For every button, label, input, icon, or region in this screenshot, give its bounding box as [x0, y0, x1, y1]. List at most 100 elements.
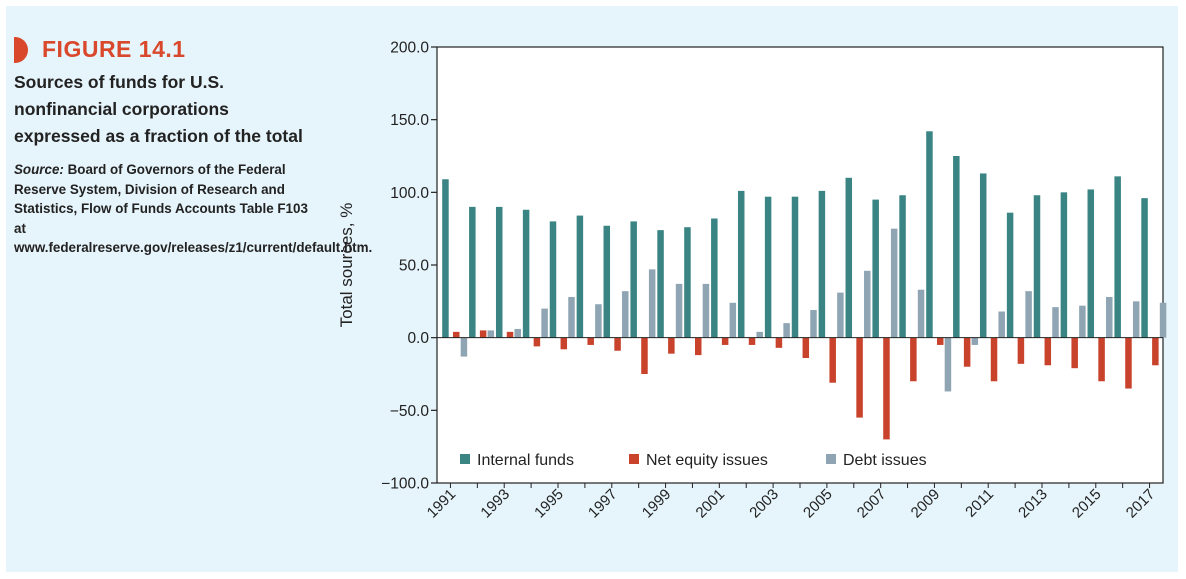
x-tick-label: 2007	[854, 486, 890, 522]
bar-net-equity-issues-1991	[452, 331, 460, 338]
bar-debt-issues-2016	[1132, 301, 1140, 338]
bar-net-equity-issues-2004	[802, 337, 810, 359]
x-tick-label: 2003	[746, 486, 782, 522]
bar-debt-issues-2006	[864, 270, 871, 338]
y-tick-label: −50.0	[390, 403, 430, 420]
legend-label-debt-issues: Debt issues	[843, 452, 927, 469]
bar-debt-issues-1999	[675, 283, 683, 338]
bar-debt-issues-2007	[890, 228, 898, 338]
bar-debt-issues-2002	[756, 331, 763, 338]
x-tick-label: 1997	[585, 486, 621, 522]
bar-net-equity-issues-2000	[694, 337, 702, 356]
bar-debt-issues-2009	[944, 337, 952, 392]
bar-debt-issues-1992	[487, 330, 495, 338]
bar-debt-issues-2017	[1159, 302, 1167, 338]
bar-net-equity-issues-2012	[1017, 337, 1025, 364]
bar-internal-funds-2009	[926, 131, 933, 338]
bar-debt-issues-1995	[568, 296, 575, 338]
bar-internal-funds-2016	[1114, 176, 1121, 338]
bar-net-equity-issues-1997	[614, 337, 621, 351]
bar-internal-funds-2002	[737, 190, 745, 338]
bar-internal-funds-1999	[657, 230, 664, 338]
bar-debt-issues-2014	[1079, 305, 1086, 338]
bar-debt-issues-2003	[783, 323, 790, 338]
x-tick-label: 2013	[1015, 486, 1051, 522]
bar-net-equity-issues-2007	[883, 337, 890, 440]
bar-net-equity-issues-2017	[1152, 337, 1159, 366]
bar-internal-funds-2006	[845, 177, 853, 338]
bar-net-equity-issues-2014	[1071, 337, 1078, 369]
bar-debt-issues-2004	[810, 310, 817, 338]
legend-label-internal-funds: Internal funds	[477, 452, 574, 469]
bar-net-equity-issues-1992	[479, 330, 487, 338]
figure-caption: FIGURE 14.1 Sources of funds for U.S. no…	[14, 36, 372, 258]
bar-internal-funds-2003	[764, 196, 772, 338]
legend-swatch-internal-funds	[460, 454, 470, 464]
bar-net-equity-issues-2006	[856, 337, 863, 418]
bar-debt-issues-2001	[729, 302, 737, 338]
bar-internal-funds-2004	[791, 196, 799, 338]
bar-debt-issues-2000	[702, 283, 710, 338]
bar-debt-issues-2011	[998, 311, 1005, 338]
bar-internal-funds-1998	[630, 221, 637, 338]
bar-debt-issues-1994	[541, 308, 548, 338]
bars-group	[442, 131, 1167, 440]
bar-debt-issues-2005	[837, 292, 844, 338]
bar-debt-issues-1996	[595, 304, 602, 338]
bar-net-equity-issues-2015	[1098, 337, 1105, 382]
bar-internal-funds-1991	[442, 179, 449, 338]
y-tick-label: 0.0	[407, 330, 429, 347]
source-label: Source:	[14, 162, 64, 177]
figure-source: Source: Board of Governors of the Federa…	[14, 160, 372, 258]
figure-heading: FIGURE 14.1	[14, 36, 334, 63]
bar-debt-issues-2012	[1025, 291, 1032, 338]
x-tick-label: 2009	[908, 486, 944, 522]
bar-internal-funds-2014	[1060, 192, 1068, 338]
y-axis-label: Total sources, %	[337, 203, 356, 328]
legend-swatch-net-equity-issues	[629, 454, 639, 464]
bar-internal-funds-1995	[549, 221, 557, 338]
bar-net-equity-issues-2008	[910, 337, 917, 382]
bar-internal-funds-2015	[1087, 189, 1095, 338]
bar-internal-funds-2000	[684, 227, 691, 338]
bar-net-equity-issues-2016	[1125, 337, 1132, 389]
bar-internal-funds-2001	[711, 218, 718, 338]
bar-internal-funds-2007	[872, 199, 879, 338]
bar-net-equity-issues-1998	[641, 337, 648, 374]
bar-net-equity-issues-2010	[963, 337, 971, 367]
y-tick-label: 200.0	[390, 40, 429, 57]
x-tick-label: 2005	[800, 486, 836, 522]
y-tick-label: 150.0	[390, 112, 429, 129]
bar-net-equity-issues-1996	[587, 337, 594, 345]
figure-label: FIGURE 14.1	[42, 36, 186, 62]
bar-internal-funds-1993	[495, 206, 503, 338]
plot-area	[436, 46, 1164, 484]
bar-internal-funds-2008	[899, 195, 906, 338]
x-axis: 1991 1993 1995 1997 1999 2001 2003 2005 2007 2009…	[424, 483, 1158, 522]
bar-internal-funds-2017	[1141, 198, 1148, 338]
legend: Internal funds Net equity issues Debt issu…	[460, 452, 927, 469]
x-tick-label: 2011	[962, 486, 997, 521]
bar-debt-issues-2008	[917, 289, 925, 338]
bar-net-equity-issues-1999	[668, 337, 675, 354]
bar-debt-issues-1991	[460, 337, 468, 357]
bar-net-equity-issues-2005	[829, 337, 836, 383]
bar-net-equity-issues-1993	[506, 331, 514, 338]
y-tick-label: −100.0	[381, 476, 429, 493]
y-tick-label: 100.0	[390, 185, 429, 202]
bar-internal-funds-2011	[979, 173, 987, 338]
source-text: Board of Governors of the Federal Reserv…	[14, 162, 373, 255]
bar-internal-funds-2013	[1033, 195, 1041, 338]
x-tick-label: 1993	[477, 486, 513, 522]
bar-internal-funds-1996	[576, 215, 584, 338]
y-axis: 200.0 150.0 100.0 50.0 0.0 −50.0 −100.0	[381, 40, 437, 493]
bar-internal-funds-2010	[953, 156, 960, 338]
x-tick-label: 2001	[693, 486, 729, 522]
bar-debt-issues-1993	[514, 328, 521, 338]
bar-internal-funds-1997	[603, 225, 611, 338]
bar-debt-issues-2015	[1106, 296, 1113, 338]
bar-internal-funds-1994	[522, 209, 530, 338]
figure-description: Sources of funds for U.S. nonfinancial c…	[14, 72, 303, 146]
bar-net-equity-issues-2003	[775, 337, 783, 348]
